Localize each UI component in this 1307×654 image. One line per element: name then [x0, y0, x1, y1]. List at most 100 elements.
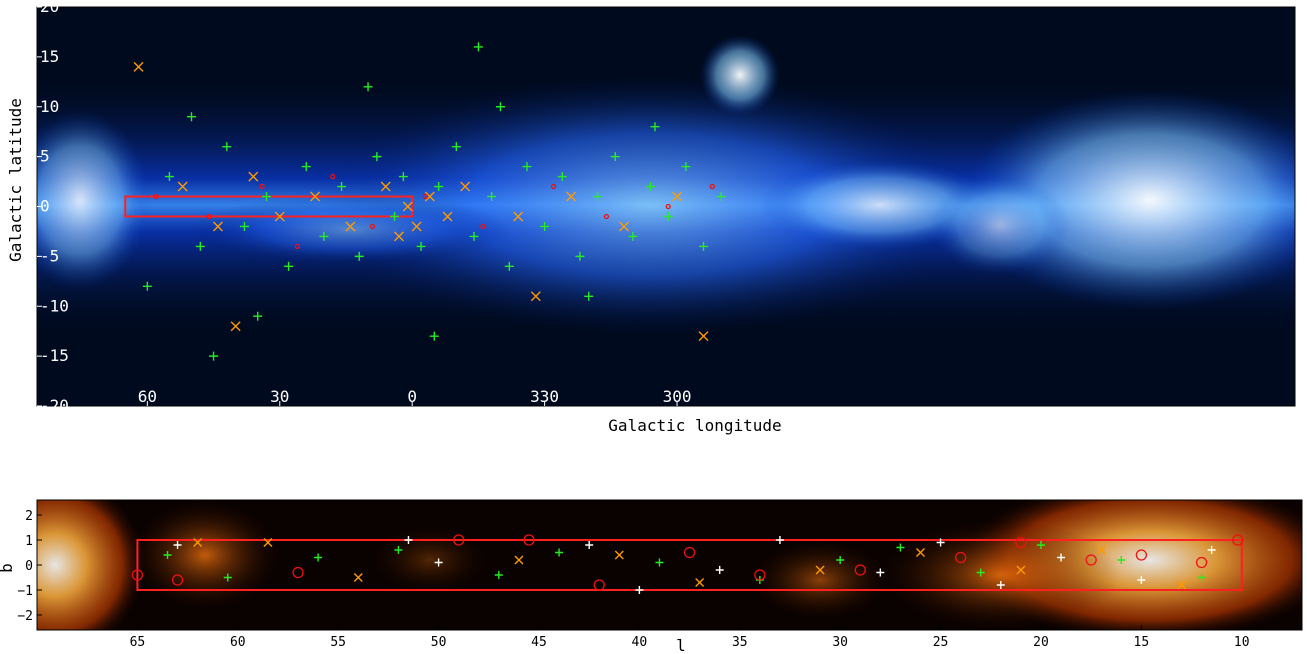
bottom-plus-marker	[896, 543, 905, 552]
bottom-circle-marker	[1085, 554, 1097, 566]
top-circle-marker	[709, 183, 715, 190]
top-plus-marker	[681, 162, 691, 172]
bottom-circle-marker	[1135, 549, 1148, 561]
top-plus-marker	[473, 42, 483, 52]
top-plus-marker	[301, 162, 311, 172]
bottom-plus-marker	[996, 581, 1005, 589]
top-x-tick-label: 300	[663, 387, 692, 406]
bottom-region-box	[136, 539, 1243, 591]
top-plus-marker	[390, 211, 400, 221]
bottom-plus-marker	[163, 551, 172, 559]
top-plus-marker	[363, 82, 373, 92]
top-x-tick-label: 0	[407, 387, 417, 406]
bottom-x-tick-label: 55	[330, 635, 346, 650]
top-panel-background	[37, 7, 1295, 406]
bottom-x-marker	[695, 578, 705, 587]
top-plus-marker	[186, 112, 196, 122]
top-x-marker	[411, 221, 422, 232]
bottom-plus-marker	[585, 541, 594, 549]
top-circle-marker	[206, 213, 212, 220]
bottom-plus-marker	[494, 571, 503, 579]
bottom-circle-marker	[1015, 536, 1027, 549]
bottom-circle-marker	[1232, 534, 1244, 546]
top-x-marker	[274, 211, 285, 222]
top-plus-marker	[540, 221, 550, 231]
top-x-marker	[230, 321, 241, 332]
bottom-x-tick-label: 60	[230, 635, 246, 650]
top-plus-marker	[628, 231, 638, 241]
top-x-marker	[442, 211, 453, 222]
top-plus-marker	[469, 231, 479, 241]
bottom-panel-background	[37, 500, 1302, 630]
bottom-plus-marker	[775, 536, 784, 544]
top-x-marker	[460, 181, 471, 192]
top-plus-marker	[487, 192, 497, 202]
top-y-tick-label: -20	[40, 396, 69, 415]
bottom-circle-marker	[754, 569, 766, 581]
top-x-marker	[530, 291, 541, 302]
top-plus-marker	[164, 172, 174, 182]
bottom-x-tick-label: 35	[732, 635, 748, 650]
top-plus-marker	[372, 152, 382, 162]
bottom-x-tick-label: 25	[933, 635, 949, 650]
top-plus-marker	[575, 251, 585, 261]
top-plus-marker	[650, 122, 660, 132]
bottom-plus-marker	[836, 556, 845, 564]
top-plus-marker	[699, 241, 709, 251]
top-plus-marker	[142, 281, 152, 291]
bottom-circle-marker	[593, 579, 605, 591]
bottom-x-tick-label: 45	[531, 635, 547, 650]
top-plus-marker	[222, 142, 232, 152]
top-y-axis-label: Galactic latitude	[6, 98, 25, 262]
bottom-plus-marker	[1057, 553, 1066, 562]
top-y-tick-label: -5	[40, 246, 59, 265]
bottom-y-tick-label: 0	[25, 559, 33, 574]
top-x-marker	[393, 231, 404, 242]
top-circle-marker	[369, 223, 376, 230]
bottom-plus-marker	[1137, 576, 1146, 584]
bottom-x-tick-label: 40	[632, 635, 648, 650]
top-x-marker	[424, 191, 435, 202]
top-x-tick-label: 330	[530, 387, 559, 406]
top-y-tick-label: 0	[40, 197, 50, 216]
top-plus-marker	[354, 251, 364, 261]
bottom-x-tick-label: 50	[431, 635, 447, 650]
bottom-plus-marker	[1036, 541, 1045, 549]
bottom-x-marker	[1096, 545, 1106, 555]
bottom-plus-marker	[876, 568, 885, 577]
top-plus-marker	[398, 172, 408, 182]
top-plus-marker	[716, 192, 726, 202]
top-x-marker	[248, 171, 259, 182]
bottom-x-marker	[353, 573, 363, 582]
bottom-plus-marker	[655, 558, 664, 567]
bottom-y-tick-label: 2	[25, 509, 33, 524]
top-circle-marker	[603, 213, 610, 220]
bottom-plus-marker	[936, 538, 945, 547]
bottom-x-marker	[1016, 565, 1026, 575]
bottom-circle-marker	[171, 574, 184, 586]
top-y-tick-label: 20	[40, 0, 59, 16]
bottom-plus-marker	[394, 546, 403, 554]
bottom-plus-marker	[223, 573, 232, 582]
top-x-tick-label: 30	[270, 387, 289, 406]
bottom-plus-marker	[1117, 556, 1126, 564]
top-x-marker	[177, 181, 188, 192]
top-plus-marker	[584, 291, 594, 301]
top-plus-marker	[337, 182, 347, 192]
top-x-marker	[619, 221, 630, 232]
top-x-tick-label: 60	[138, 387, 157, 406]
top-circle-marker	[294, 243, 301, 250]
top-x-marker	[380, 181, 391, 192]
bottom-x-marker	[193, 538, 203, 547]
top-y-tick-label: 15	[40, 47, 59, 66]
top-x-axis-label: Galactic longitude	[608, 416, 781, 435]
top-x-marker	[133, 61, 144, 72]
top-circle-marker	[422, 193, 429, 200]
top-plus-marker	[416, 241, 426, 251]
top-plus-marker	[209, 351, 219, 361]
top-x-marker	[212, 221, 223, 232]
top-y-tick-label: 5	[40, 147, 50, 166]
top-x-marker	[402, 201, 413, 212]
top-plus-marker	[522, 162, 532, 172]
